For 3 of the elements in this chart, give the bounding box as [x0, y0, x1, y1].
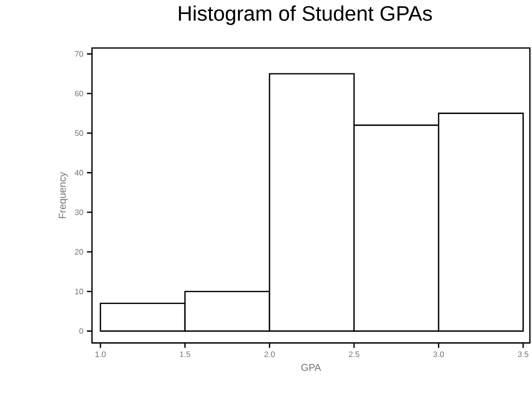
x-axis-title: GPA — [301, 364, 322, 372]
chart-title: Histogram of Student GPAs — [178, 6, 432, 26]
y-axis-title: Frequency — [58, 172, 68, 218]
